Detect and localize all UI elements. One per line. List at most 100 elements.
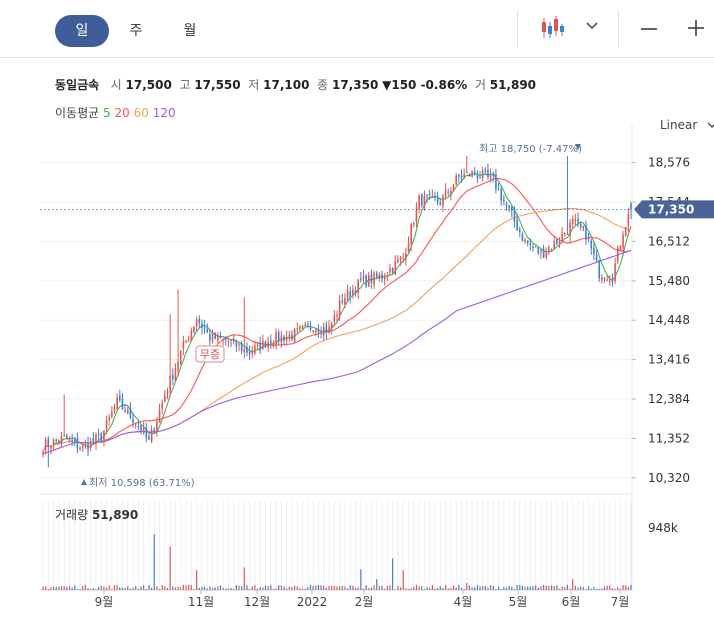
candle-body bbox=[52, 439, 55, 445]
volume-bar bbox=[521, 585, 524, 590]
volume-bar bbox=[437, 588, 439, 590]
scale-selector[interactable]: Linear bbox=[660, 118, 714, 132]
candle-body bbox=[616, 247, 619, 262]
volume-bar bbox=[278, 585, 280, 590]
candle-body bbox=[95, 434, 97, 444]
candle-body bbox=[526, 240, 529, 244]
volume-bar bbox=[174, 587, 177, 590]
volume-bar bbox=[251, 586, 253, 590]
candle-body bbox=[124, 410, 126, 413]
volume-bar bbox=[439, 586, 441, 590]
volume-bar bbox=[537, 587, 539, 590]
candle-body bbox=[473, 171, 476, 175]
candle-body bbox=[593, 247, 595, 255]
ma-60-label[interactable]: 60 bbox=[133, 106, 149, 120]
volume-bar bbox=[524, 586, 526, 590]
volume-bar bbox=[100, 586, 102, 590]
candle-body bbox=[269, 340, 272, 344]
candle-body bbox=[397, 259, 399, 263]
candle-body bbox=[259, 342, 261, 351]
volume-bar bbox=[595, 588, 598, 590]
volume-bar bbox=[376, 579, 378, 590]
candle-body bbox=[174, 368, 177, 381]
volume-bar bbox=[230, 588, 232, 590]
volume-bar bbox=[55, 586, 57, 590]
ma-120-label[interactable]: 120 bbox=[152, 106, 176, 120]
candle-body bbox=[513, 210, 516, 222]
volume-bar bbox=[241, 586, 243, 590]
volume-bar bbox=[309, 584, 312, 590]
scale-mode: Linear bbox=[660, 118, 698, 132]
candle-body bbox=[571, 218, 574, 225]
volume-tick-label: 948k bbox=[648, 521, 678, 535]
zoom-in-icon[interactable] bbox=[687, 19, 705, 37]
volume-bar bbox=[617, 587, 619, 590]
current-price-label: 17,350 bbox=[648, 202, 694, 216]
volume-bar bbox=[487, 587, 489, 590]
volume-bar bbox=[172, 586, 174, 590]
volume-bar bbox=[66, 586, 68, 590]
candle-body bbox=[389, 268, 391, 273]
candle-body bbox=[548, 247, 550, 253]
volume-bar bbox=[238, 585, 240, 590]
candle-body bbox=[164, 395, 166, 402]
volume-bar bbox=[360, 569, 362, 590]
volume-bar bbox=[598, 588, 600, 590]
volume-bar bbox=[222, 587, 224, 590]
candle-body bbox=[251, 352, 254, 354]
volume-bar bbox=[108, 585, 110, 590]
candle-body bbox=[465, 172, 468, 174]
volume-bar bbox=[262, 587, 264, 590]
period-day-button[interactable]: 일 bbox=[55, 15, 109, 47]
zoom-out-icon[interactable] bbox=[640, 21, 658, 37]
candle-body bbox=[214, 332, 216, 339]
volume-bar bbox=[630, 584, 632, 590]
candle-body bbox=[405, 253, 407, 260]
ma-5-label[interactable]: 5 bbox=[103, 106, 111, 120]
candle-body bbox=[44, 440, 47, 450]
candle-body bbox=[47, 438, 50, 447]
volume-bar bbox=[161, 585, 163, 590]
candlestick-icon[interactable] bbox=[540, 16, 566, 40]
candle-body bbox=[246, 346, 248, 353]
volume-bar bbox=[625, 585, 627, 590]
candle-body bbox=[81, 445, 84, 449]
ma-label: 이동평균 bbox=[55, 106, 100, 120]
volume-bar bbox=[196, 570, 198, 590]
period-week-button[interactable]: 주 bbox=[129, 23, 143, 39]
candle-body bbox=[219, 335, 222, 338]
volume-bar bbox=[495, 589, 497, 590]
volume-bar bbox=[307, 587, 309, 590]
volume-bar bbox=[299, 587, 301, 590]
volume-bar bbox=[63, 586, 65, 590]
candle-body bbox=[492, 173, 495, 176]
y-tick-label: 18,576 bbox=[648, 156, 690, 170]
annotations: 17,350 최고 18,750 (-7.47%) 최저 10,598 (63.71… bbox=[40, 143, 714, 489]
volume-bar bbox=[349, 585, 351, 590]
volume-bar bbox=[291, 587, 293, 590]
candle-body bbox=[627, 214, 630, 227]
chevron-down-icon[interactable] bbox=[586, 22, 598, 30]
volume-bar bbox=[190, 585, 192, 590]
volume-bar bbox=[58, 586, 60, 590]
candle-body bbox=[550, 248, 553, 250]
candle-body bbox=[524, 239, 526, 242]
ma-20-label[interactable]: 20 bbox=[114, 106, 130, 120]
candle-body bbox=[352, 289, 354, 295]
volume-bar bbox=[392, 558, 394, 590]
candle-body bbox=[315, 329, 317, 333]
candle-body bbox=[307, 323, 309, 326]
candle-body bbox=[60, 436, 63, 444]
volume-bar bbox=[137, 588, 139, 590]
volume-bar bbox=[296, 586, 298, 590]
volume-label: 거 bbox=[474, 78, 486, 92]
ma-20-line bbox=[42, 178, 632, 453]
volume-bar bbox=[203, 586, 206, 590]
candle-body bbox=[235, 340, 238, 347]
candle-body bbox=[304, 324, 307, 327]
period-month-button[interactable]: 월 bbox=[183, 23, 197, 39]
volume-bar bbox=[206, 588, 208, 590]
candle-body bbox=[468, 173, 471, 177]
candle-body bbox=[203, 326, 206, 330]
